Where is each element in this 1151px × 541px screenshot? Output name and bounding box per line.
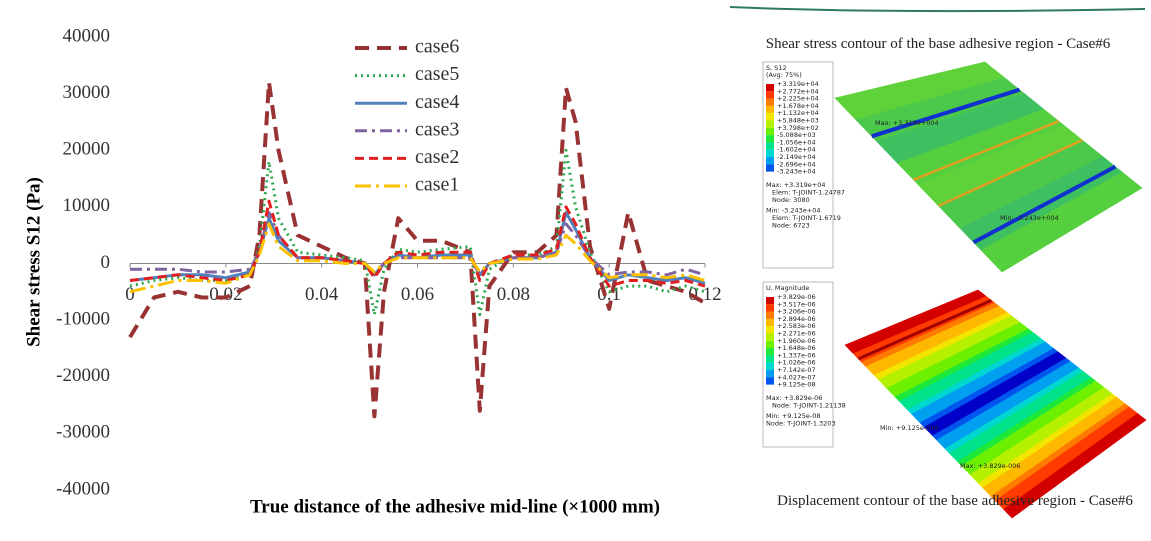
chart: Shear stress S12 (Pa) True distance of t…: [0, 0, 1151, 541]
x-tick-label: 0.06: [401, 284, 434, 305]
contour-swatch: [766, 319, 774, 326]
plate-label: Min: +9.125e-008: [880, 424, 939, 432]
contour-swatch: [766, 157, 774, 164]
contour-swatch: [766, 334, 774, 341]
decor-line: [730, 7, 1145, 11]
legend-label: case2: [415, 146, 459, 168]
contour-swatch: [766, 363, 774, 370]
legend-label: case3: [415, 118, 459, 140]
plate-label: Min: -3.243e+004: [1000, 214, 1059, 222]
contour-swatch: [766, 348, 774, 355]
plate-label: Max: +3.829e-006: [960, 462, 1021, 470]
panel-caption: Displacement contour of the base adhesiv…: [770, 493, 1140, 510]
contour-swatch: [766, 312, 774, 319]
contour-legend-title: U, Magnitude: [766, 284, 809, 292]
legend-label: case1: [415, 174, 459, 196]
legend-label: case6: [415, 36, 459, 58]
contour-swatch: [766, 326, 774, 333]
contour-swatch: [766, 113, 774, 120]
contour-legend-subtitle: (Avg: 75%): [766, 71, 802, 79]
contour-swatch: [766, 84, 774, 91]
contour-swatch: [766, 91, 774, 98]
contour-swatch: [766, 121, 774, 128]
contour-swatch: [766, 135, 774, 142]
contour-swatch: [766, 164, 774, 171]
legend-label: case5: [415, 63, 459, 85]
x-tick-label: 0.08: [497, 284, 530, 305]
contour-info: Node: 6723: [772, 221, 810, 229]
x-axis-label: True distance of the adhesive mid-line (…: [250, 496, 660, 517]
contour-swatch: [766, 377, 774, 384]
contour-swatch: [766, 142, 774, 149]
page: Shear stress S12 (Pa) True distance of t…: [0, 0, 1151, 541]
y-tick-label: -30000: [56, 422, 110, 443]
y-tick-label: -40000: [56, 478, 110, 499]
plate-label: Max: +3.319e+004: [875, 119, 939, 127]
panel-caption: Shear stress contour of the base adhesiv…: [728, 36, 1148, 53]
contour-swatch: [766, 304, 774, 311]
y-tick-label: 0: [101, 252, 111, 273]
contour-info: Node: 3080: [772, 196, 810, 204]
contour-swatch: [766, 297, 774, 304]
contour-swatch: [766, 99, 774, 106]
contour-swatch: [766, 355, 774, 362]
y-tick-label: -10000: [56, 308, 110, 329]
legend-label: case4: [415, 91, 459, 113]
contour-legend-value: -3.243e+04: [777, 168, 816, 176]
contour-swatch: [766, 370, 774, 377]
contour-swatch: [766, 150, 774, 157]
contour-swatch: [766, 106, 774, 113]
y-axis-label: Shear stress S12 (Pa): [23, 177, 44, 347]
x-tick-label: 0.02: [209, 284, 242, 305]
contour-info: Node: T-JOINT-1.21138: [772, 401, 846, 409]
y-tick-label: -20000: [56, 365, 110, 386]
y-tick-label: 40000: [63, 25, 111, 46]
y-tick-label: 20000: [63, 139, 111, 160]
contour-info: Node: T-JOINT-1.3203: [766, 419, 836, 427]
contour-swatch: [766, 128, 774, 135]
y-tick-label: 30000: [63, 82, 111, 103]
y-tick-label: 10000: [63, 195, 111, 216]
contour-legend-value: +9.125e-08: [777, 381, 816, 389]
contour-swatch: [766, 341, 774, 348]
x-tick-label: 0.04: [305, 284, 339, 305]
x-tick-label: 0: [125, 284, 135, 305]
